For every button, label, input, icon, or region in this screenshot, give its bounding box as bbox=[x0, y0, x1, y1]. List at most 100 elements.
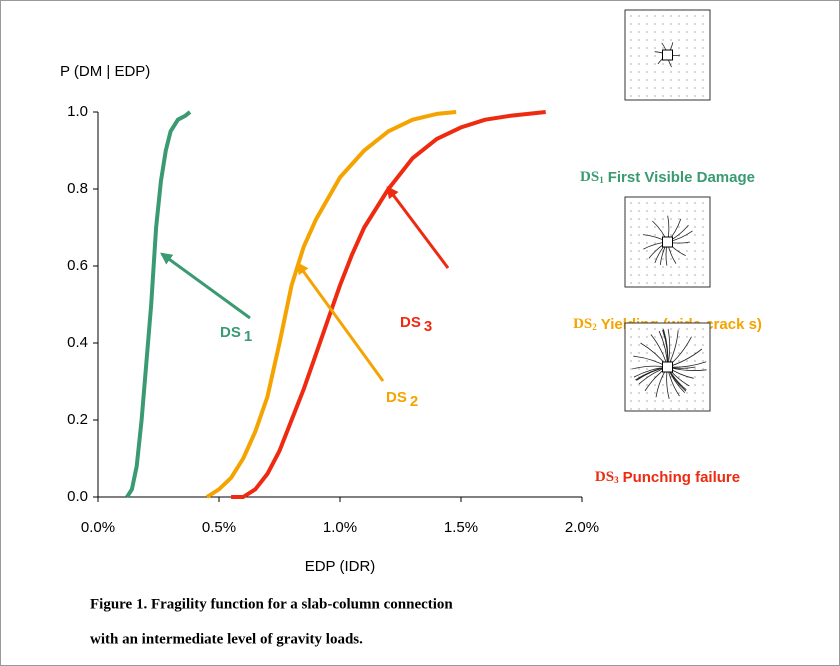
slab-dot bbox=[662, 408, 664, 410]
slab-dot bbox=[694, 71, 696, 73]
slab-dot bbox=[694, 55, 696, 57]
slab-dot bbox=[702, 242, 704, 244]
slab-dot bbox=[638, 408, 640, 410]
slab-dot bbox=[678, 344, 680, 346]
slab-dot bbox=[662, 63, 664, 65]
slab-dot bbox=[702, 15, 704, 17]
slab-dot bbox=[702, 31, 704, 33]
slab-dot bbox=[702, 258, 704, 260]
slab-dot bbox=[654, 328, 656, 330]
slab-dot bbox=[678, 87, 680, 89]
slab-dot bbox=[670, 234, 672, 236]
slab-dot bbox=[702, 282, 704, 284]
slab-dot bbox=[702, 55, 704, 57]
slab-dot bbox=[702, 63, 704, 65]
slab-dot bbox=[630, 250, 632, 252]
slab-dot bbox=[702, 328, 704, 330]
slab-dot bbox=[646, 368, 648, 370]
slab-dot bbox=[670, 274, 672, 276]
slab-dot bbox=[702, 23, 704, 25]
slab-dot bbox=[678, 226, 680, 228]
slab-dot bbox=[630, 23, 632, 25]
slab-dot bbox=[678, 218, 680, 220]
slab-dot bbox=[678, 376, 680, 378]
slab-dot bbox=[630, 266, 632, 268]
slab-dot bbox=[630, 15, 632, 17]
slab-dot bbox=[702, 234, 704, 236]
slab-dot bbox=[694, 79, 696, 81]
slab-dot bbox=[702, 226, 704, 228]
slab-dot bbox=[678, 328, 680, 330]
slab-dot bbox=[694, 226, 696, 228]
slab-dot bbox=[630, 218, 632, 220]
slab-dot bbox=[638, 234, 640, 236]
slab-dot bbox=[662, 392, 664, 394]
y-tick-label: 1.0 bbox=[67, 103, 88, 120]
slab-dot bbox=[702, 368, 704, 370]
y-axis-title: P (DM | EDP) bbox=[60, 63, 150, 80]
slab-dot bbox=[646, 95, 648, 97]
slab-dot bbox=[630, 368, 632, 370]
slab-dot bbox=[630, 274, 632, 276]
slab-dot bbox=[630, 408, 632, 410]
y-tick-label: 0.6 bbox=[67, 257, 88, 274]
annotation: DS 2 bbox=[386, 389, 418, 410]
slab-dot bbox=[678, 392, 680, 394]
slab-dot bbox=[702, 392, 704, 394]
panel-subscript: 1 bbox=[599, 175, 604, 185]
slab-dot bbox=[702, 218, 704, 220]
slab-dot bbox=[678, 258, 680, 260]
slab-dot bbox=[646, 63, 648, 65]
slab-dot bbox=[670, 282, 672, 284]
annotation-text: DS bbox=[220, 324, 241, 341]
slab-dot bbox=[686, 23, 688, 25]
slab-dot bbox=[686, 250, 688, 252]
slab-dot bbox=[702, 408, 704, 410]
slab-dot bbox=[686, 55, 688, 57]
slab-dot bbox=[662, 95, 664, 97]
slab-dot bbox=[702, 384, 704, 386]
annotation-arrow bbox=[386, 186, 450, 269]
slab-dot bbox=[670, 328, 672, 330]
slab-dot bbox=[686, 408, 688, 410]
slab-dot bbox=[678, 360, 680, 362]
slab-dot bbox=[702, 274, 704, 276]
slab-dot bbox=[678, 63, 680, 65]
slab-dot bbox=[638, 39, 640, 41]
annotation-arrow bbox=[296, 262, 385, 382]
slab-dot bbox=[654, 282, 656, 284]
slab-dot bbox=[694, 47, 696, 49]
slab-dot bbox=[678, 95, 680, 97]
slab-dot bbox=[670, 250, 672, 252]
slab-dot bbox=[646, 408, 648, 410]
slab-dot bbox=[686, 400, 688, 402]
slab-dot bbox=[638, 15, 640, 17]
x-axis-title: EDP (IDR) bbox=[305, 558, 376, 575]
slab-dot bbox=[670, 79, 672, 81]
slab-dot bbox=[686, 63, 688, 65]
y-tick-label: 0.8 bbox=[67, 180, 88, 197]
slab-dot bbox=[662, 87, 664, 89]
slab-dot bbox=[670, 352, 672, 354]
slab-dot bbox=[694, 274, 696, 276]
slab-dot bbox=[694, 258, 696, 260]
slab-dot bbox=[686, 258, 688, 260]
slab-dot bbox=[638, 55, 640, 57]
slab-dot bbox=[662, 23, 664, 25]
slab-dot bbox=[654, 242, 656, 244]
panel-label: DS bbox=[595, 469, 614, 485]
slab-dot bbox=[638, 336, 640, 338]
slab-dot bbox=[678, 352, 680, 354]
slab-dot bbox=[646, 250, 648, 252]
slab-dot bbox=[670, 258, 672, 260]
slab-dot bbox=[670, 384, 672, 386]
slab-dot bbox=[702, 202, 704, 204]
slab-dot bbox=[662, 226, 664, 228]
slab-dot bbox=[654, 31, 656, 33]
slab-dot bbox=[686, 266, 688, 268]
slab-dot bbox=[686, 15, 688, 17]
slab-dot bbox=[638, 266, 640, 268]
slab-dot bbox=[662, 258, 664, 260]
slab-dot bbox=[694, 87, 696, 89]
slab-dot bbox=[694, 202, 696, 204]
